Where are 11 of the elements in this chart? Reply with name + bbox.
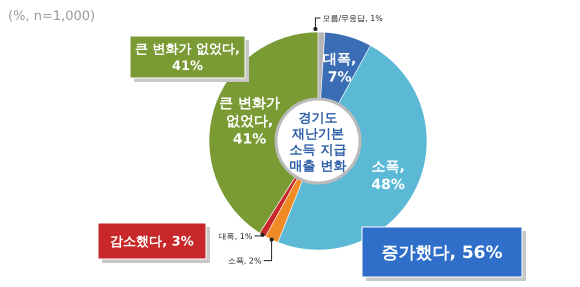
slice-label: 큰 변화가 없었다, 41%	[219, 95, 280, 148]
text: (%, n=1,000)	[8, 9, 96, 24]
text: 경기도 재난기본 소득 지급 매출 변화	[290, 111, 346, 174]
slice-label: 대폭, 7%	[322, 52, 356, 86]
text: 증가했다, 56%	[381, 242, 503, 263]
slice-label: 대폭, 1%	[218, 232, 253, 241]
slice-label: 소폭, 2%	[228, 256, 262, 266]
text: 큰 변화가 없었다, 41%	[135, 42, 240, 74]
slice-label: 소폭, 48%	[371, 159, 405, 193]
slice-label: 모름/무응답, 1%	[322, 14, 384, 24]
text: 감소했다, 3%	[110, 234, 194, 250]
